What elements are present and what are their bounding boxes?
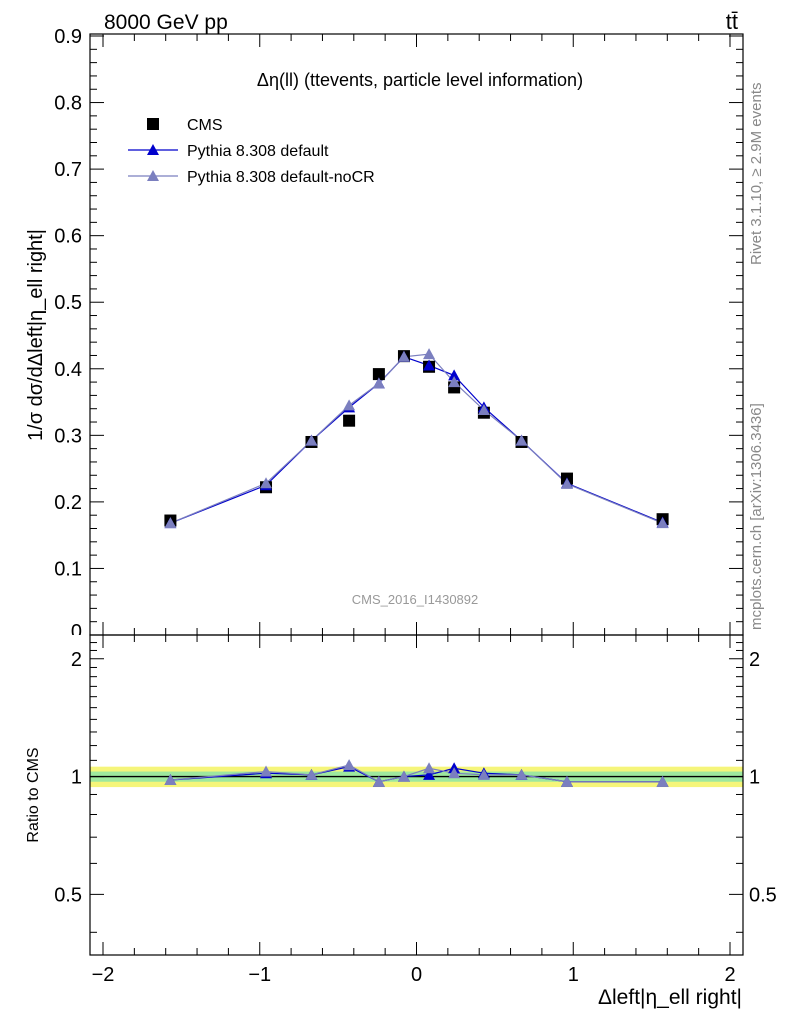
main-y-tick-label: 0.7	[54, 159, 82, 181]
main-y-tick-label: 0.8	[54, 93, 82, 115]
ratio-nocr-point	[656, 775, 669, 787]
ratio-nocr-point	[560, 775, 573, 787]
x-tick-label: −1	[248, 964, 271, 986]
ratio-y-tick-label-left: 1	[71, 767, 82, 789]
ratio-nocr-point	[164, 773, 177, 785]
ratio-nocr-point	[423, 762, 436, 774]
nocr-data-point	[305, 434, 318, 446]
main-y-tick-label: 0.5	[54, 292, 82, 314]
nocr-data-point	[372, 377, 385, 389]
ratio-y-tick-label-right: 0.5	[749, 884, 777, 906]
process-label: tt̄	[726, 9, 738, 34]
energy-label: 8000 GeV pp	[104, 11, 228, 34]
ratio-y-tick-label-left: 0.5	[54, 884, 82, 906]
default-data-point	[448, 369, 461, 381]
main-y-tick-label: 0.6	[54, 226, 82, 248]
main-y-tick-label: 0.3	[54, 425, 82, 447]
x-tick-label: −2	[92, 964, 115, 986]
ratio-y-axis-label: Ratio to CMS	[25, 747, 42, 842]
ratio-panel-frame	[89, 634, 744, 956]
x-axis-label: Δleft|η_ell right|	[598, 986, 742, 1009]
ratio-y-tick-label-left: 2	[71, 649, 82, 671]
legend-marker-default	[147, 144, 159, 155]
legend-label-default: Pythia 8.308 default	[187, 143, 329, 160]
nocr-data-point	[423, 348, 436, 360]
default-data-point	[423, 359, 436, 371]
chart-marks: −2 −1 0 1 2 0.1 0.2 0.3 0.4 0.5 0.6 0.7 0.8 0.9 0.5 0.5…	[40, 26, 777, 986]
legend-label-nocr: Pythia 8.308 default-noCR	[187, 169, 375, 186]
ratio-y-tick-label-right: 2	[749, 649, 760, 671]
nocr-data-point	[260, 477, 273, 489]
ratio-line-nocr	[170, 764, 663, 783]
ratio-nocr-point	[397, 770, 410, 782]
legend: CMS Pythia 8.308 default Pythia 8.308 de…	[128, 117, 375, 186]
main-line-default	[170, 356, 663, 524]
ratio-y-tick-label-right: 1	[749, 767, 760, 789]
cms-data-point	[372, 368, 385, 381]
ratio-nocr-point	[477, 768, 490, 780]
ratio-default-point	[423, 768, 436, 780]
main-y-tick-label: 0.2	[54, 492, 82, 514]
x-tick-label: 0	[411, 964, 422, 986]
legend-marker-cms	[147, 118, 159, 130]
ratio-nocr-point	[260, 765, 273, 777]
ratio-nocr-point	[448, 767, 461, 779]
main-y-tick-label: 0.9	[54, 26, 82, 48]
main-y-zero-label: 0	[71, 621, 82, 643]
main-y-tick-label: 0.4	[54, 359, 82, 381]
analysis-label: CMS_2016_I1430892	[352, 592, 479, 607]
main-y-tick-label: 0.1	[54, 558, 82, 580]
ratio-nocr-point	[305, 768, 318, 780]
legend-label-cms: CMS	[187, 117, 223, 134]
nocr-data-point	[515, 434, 528, 446]
source-label: mcplots.cern.ch [arXiv:1306.3436]	[748, 403, 765, 630]
rivet-label: Rivet 3.1.10, ≥ 2.9M events	[748, 83, 765, 266]
plot-title: Δη(ll) (ttevents, particle level informa…	[257, 70, 583, 90]
nocr-data-point	[448, 376, 461, 388]
nocr-data-point	[477, 404, 490, 416]
nocr-data-point	[560, 477, 573, 489]
ratio-nocr-point	[515, 768, 528, 780]
x-tick-label: 1	[568, 964, 579, 986]
legend-marker-nocr	[147, 170, 159, 181]
nocr-data-point	[397, 350, 410, 362]
nocr-data-point	[164, 517, 177, 529]
zero-label-mask	[40, 635, 89, 647]
nocr-data-point	[343, 399, 356, 411]
ratio-nocr-point	[343, 759, 356, 771]
cms-data-point	[343, 414, 356, 427]
main-line-nocr	[170, 353, 663, 524]
ratio-nocr-point	[372, 775, 385, 787]
main-y-axis-label: 1/σ dσ/dΔleft|η_ell right|	[25, 229, 47, 441]
nocr-data-point	[656, 517, 669, 529]
x-tick-label: 2	[724, 964, 735, 986]
